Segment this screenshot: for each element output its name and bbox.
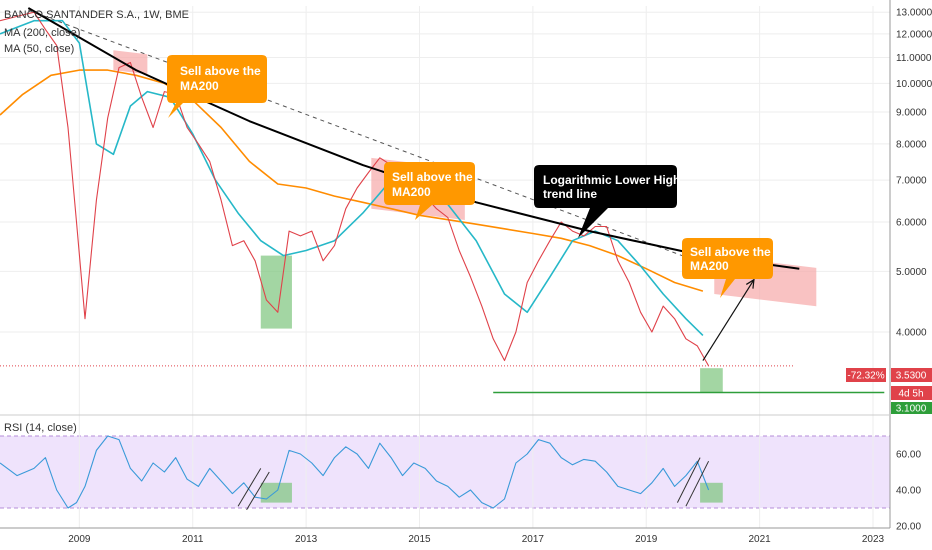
callout-trend-line-2: trend line (543, 187, 597, 201)
rsi-channel-line-1 (246, 471, 270, 511)
badge-change-text: -72.32% (847, 371, 884, 382)
target-arrow-line (702, 279, 755, 361)
callout-trend-line-1: Logarithmic Lower High (543, 173, 680, 187)
buy-zone-0 (260, 255, 292, 329)
price-tick-9.0000: 9.0000 (896, 107, 927, 118)
callout-trend-shape (534, 165, 677, 238)
chart-title: BANCO SANTANDER S.A., 1W, BME (4, 9, 189, 21)
callout-sell-1-shape (167, 55, 267, 118)
price-tick-5.0000: 5.0000 (896, 267, 927, 278)
callout-sell-2-line-1: Sell above the (392, 170, 473, 184)
dashed-line (28, 9, 732, 275)
rsi-buy-zone-0 (260, 482, 292, 503)
badge-price: 3.5300 (891, 368, 932, 382)
x-tick-2017: 2017 (522, 534, 545, 545)
tick-labels: 2009 2011 2013 2015 2017 2019 2021 2023 4.0000 5.… (68, 8, 932, 545)
rsi-channel-line-0 (237, 468, 262, 507)
badge-price-bg (891, 368, 932, 382)
badge-change-bg (846, 368, 886, 382)
callout-sell-1-line-1: Sell above the (180, 64, 261, 78)
legend-ma50: MA (50, close) (4, 43, 74, 55)
callout-sell-3-shape (682, 238, 773, 298)
legend-rsi: RSI (14, close) (4, 422, 77, 434)
callout-sell-3-line-2: MA200 (690, 259, 729, 273)
callout-sell-2-shape (384, 162, 475, 220)
x-tick-2009: 2009 (68, 534, 91, 545)
badge-countdown-text: 4d 5h (898, 389, 923, 400)
x-tick-2015: 2015 (408, 534, 431, 545)
x-tick-2023: 2023 (862, 534, 885, 545)
badge-countdown-bg (891, 386, 932, 400)
price-tick-7.0000: 7.0000 (896, 176, 927, 187)
legend-ma200: MA (200, close) (4, 27, 80, 39)
price-tick-10.0000: 10.0000 (896, 79, 932, 90)
rsi-band (0, 436, 890, 508)
ma50-line (0, 19, 704, 336)
price-tick-4.0000: 4.0000 (896, 327, 927, 338)
x-tick-2021: 2021 (748, 534, 771, 545)
price-tick-6.0000: 6.0000 (896, 217, 927, 228)
grid (0, 6, 890, 528)
rsi-channel-line-2 (676, 457, 701, 503)
badge-support-text: 3.1000 (896, 404, 927, 415)
price-tick-12.0000: 12.0000 (896, 29, 932, 40)
axes (0, 0, 891, 529)
x-tick-2011: 2011 (182, 534, 204, 545)
x-tick-2013: 2013 (295, 534, 318, 545)
callout-trend: Logarithmic Lower High trend line (534, 165, 680, 238)
ma200-line (0, 69, 704, 292)
rsi-channel-line-3 (685, 460, 710, 507)
rsi-tick-40.00: 40.00 (896, 486, 921, 497)
badge-support-bg (891, 402, 932, 414)
buy-zone-1 (700, 368, 723, 393)
target-arrow-head (745, 278, 755, 289)
price-line (0, 11, 710, 367)
trend-line (27, 7, 800, 270)
price-tick-11.0000: 11.0000 (896, 53, 932, 64)
badge-countdown: 4d 5h (891, 386, 932, 400)
callout-sell-1-line-2: MA200 (180, 79, 219, 93)
callout-sell-2-line-2: MA200 (392, 185, 431, 199)
badge-price-text: 3.5300 (896, 371, 927, 382)
badge-change: -72.32% (846, 368, 886, 382)
price-tick-13.0000: 13.0000 (896, 8, 932, 19)
rsi-buy-zone-1 (700, 482, 723, 503)
price-tick-8.0000: 8.0000 (896, 139, 927, 150)
rsi-tick-20.00: 20.00 (896, 522, 921, 533)
badge-support: 3.1000 (891, 402, 932, 415)
rsi-tick-60.00: 60.00 (896, 450, 921, 461)
callout-sell-2: Sell above the MA200 (384, 162, 475, 220)
x-tick-2019: 2019 (635, 534, 658, 545)
callout-sell-3-line-1: Sell above the (690, 245, 771, 259)
callout-sell-1: Sell above the MA200 (167, 55, 267, 118)
callout-sell-3: Sell above the MA200 (682, 238, 773, 298)
rsi-line (0, 435, 710, 509)
